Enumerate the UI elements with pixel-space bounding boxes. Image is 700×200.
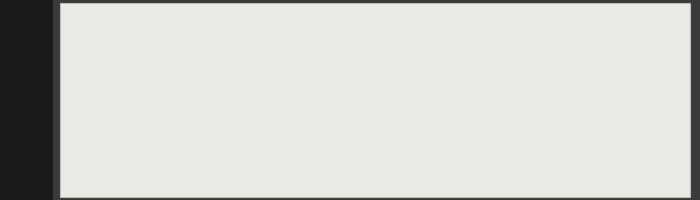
Text: c. A sizable inflow of foreign funds into the country lowers the interest rate.: c. A sizable inflow of foreign funds int… [80, 96, 384, 104]
Text: Use the income-expenditure diagram to show how each event change the income-expe: Use the income-expenditure diagram to sh… [80, 19, 594, 28]
Text: Instruction: 1) Please type your answers of changes in income-expenditure equili: Instruction: 1) Please type your answers… [80, 115, 528, 124]
Text: a. The Federal Reserve raises the interest rate.: a. The Federal Reserve raises the intere… [80, 57, 270, 66]
Text: b. There is a rise in the expected growth rate of real GDP.: b. There is a rise in the expected growt… [80, 76, 312, 85]
Text: or remain unchanged).: or remain unchanged). [80, 36, 172, 45]
Text: 2) Use the "Final_File Uploads for Question 33 and 34" link to upload your answe: 2) Use the "Final_File Uploads for Quest… [132, 132, 528, 141]
Text: If your answers in 1) and 2) are inconsistent, it may be considered cheating, pl: If your answers in 1) and 2) are inconsi… [80, 150, 524, 159]
Text: Edit   Format   Table: Edit Format Table [80, 179, 152, 185]
